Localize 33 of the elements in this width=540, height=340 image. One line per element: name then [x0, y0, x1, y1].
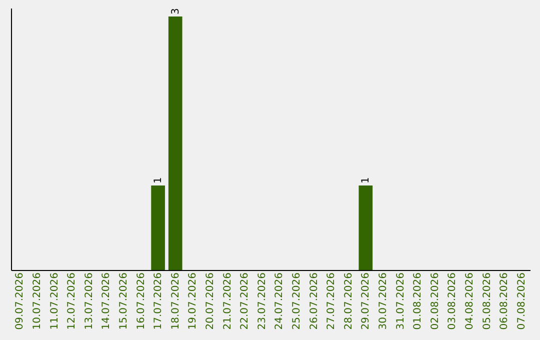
x-tick-label: 15.07.2026: [118, 272, 130, 330]
x-tick-label: 28.07.2026: [343, 272, 354, 330]
x-tick-label: 05.08.2026: [482, 272, 493, 330]
x-tick-label: 29.07.2026: [360, 272, 372, 330]
x-tick-label: 06.08.2026: [499, 272, 510, 330]
x-tick-label: 14.07.2026: [101, 272, 112, 330]
x-tick-label: 20.07.2026: [204, 272, 216, 330]
x-tick-label: 03.08.2026: [447, 272, 458, 330]
x-tick-label: 23.07.2026: [256, 272, 268, 330]
x-tick-label: 17.07.2026: [153, 272, 164, 330]
x-tick-label: 16.07.2026: [136, 272, 147, 330]
x-tick-label: 26.07.2026: [308, 272, 320, 330]
x-tick-label: 25.07.2026: [291, 272, 302, 330]
x-tick-label: 09.07.2026: [14, 272, 26, 330]
x-tick-label: 02.08.2026: [430, 272, 441, 330]
x-tick-label: 01.08.2026: [412, 272, 424, 330]
x-tick-label: 21.07.2026: [222, 272, 234, 330]
data-label: 1: [360, 177, 372, 184]
x-tick-label: 07.08.2026: [516, 272, 528, 330]
data-label: 3: [170, 8, 182, 14]
data-label: 1: [153, 177, 164, 184]
x-tick-label: 19.07.2026: [188, 272, 199, 330]
x-tick-label: 18.07.2026: [170, 272, 182, 330]
x-tick-label: 13.07.2026: [84, 272, 95, 330]
x-tick-label: 04.08.2026: [464, 272, 476, 330]
x-tick-label: 31.07.2026: [395, 272, 406, 330]
x-tick-label: 22.07.2026: [240, 272, 251, 330]
x-tick-label: 10.07.2026: [32, 272, 43, 330]
x-tick-label: 11.07.2026: [49, 272, 60, 330]
x-tick-label: 12.07.2026: [66, 272, 78, 330]
x-tick-label: 30.07.2026: [378, 272, 389, 330]
x-tick-label: 24.07.2026: [274, 272, 286, 330]
x-tick-label: 27.07.2026: [326, 272, 338, 330]
